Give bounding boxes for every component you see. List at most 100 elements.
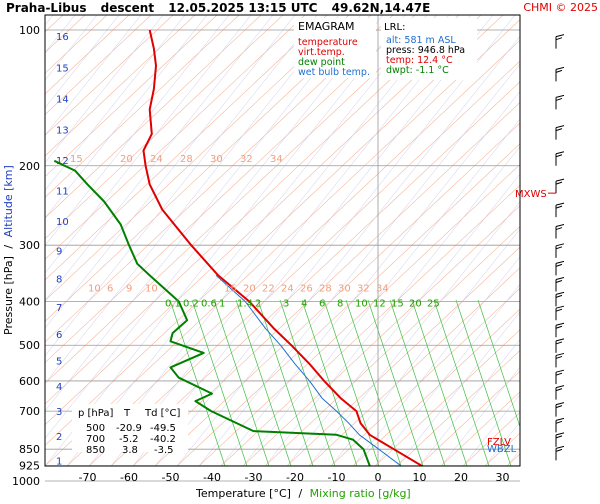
wind-barb-flag xyxy=(555,128,563,132)
lrl-press: press: 946.8 hPa xyxy=(386,45,465,56)
wind-barb-flag xyxy=(555,260,565,264)
dry-adiabat-line xyxy=(45,15,504,446)
table-cell: -49.5 xyxy=(150,423,176,434)
pressure-tick-label: 500 xyxy=(19,339,40,352)
pressure-tick-label: 300 xyxy=(19,239,40,252)
dry-adiabat-line xyxy=(45,15,482,426)
pressure-tick-label: 1000 xyxy=(12,475,40,488)
wind-barb-flag xyxy=(555,34,565,38)
wind-barb-flag xyxy=(555,369,565,373)
isotherm-line xyxy=(374,283,520,466)
mixing-ratio-line xyxy=(257,299,314,466)
wind-barb-flag xyxy=(555,448,563,452)
sounding-mode: descent xyxy=(101,1,155,15)
pressure-tick-label: 850 xyxy=(19,443,40,456)
theta-label: 6 xyxy=(107,283,113,294)
dry-adiabat-line xyxy=(242,205,520,466)
dry-adiabat-line xyxy=(45,19,520,466)
isotherm-line xyxy=(330,228,520,466)
isotherm-line xyxy=(45,15,230,246)
wind-barb-flag xyxy=(555,402,565,406)
mixing-ratio-label: 15 xyxy=(391,298,404,309)
wind-barb-flag xyxy=(555,417,565,421)
mixing-ratio-label: 2 xyxy=(255,298,261,309)
dry-adiabat-line xyxy=(45,15,196,157)
isotherm-line xyxy=(45,15,384,439)
x-axis-temp-label: Temperature [°C] xyxy=(195,487,291,500)
wind-barb-flag xyxy=(555,294,563,298)
y-axis-pressure-label: Pressure [hPa] xyxy=(2,256,15,335)
isotherm-line xyxy=(418,339,520,466)
legend-item-virt-temp: virt.temp. xyxy=(298,47,345,58)
dry-adiabat-line xyxy=(45,15,152,116)
altitude-tick-label: 11 xyxy=(56,187,69,198)
dry-adiabat-line xyxy=(45,15,328,281)
dry-adiabat-line xyxy=(45,15,306,260)
dry-adiabat-line xyxy=(418,370,520,466)
wind-barb-flag xyxy=(555,202,565,206)
wind-barb-flag xyxy=(555,37,563,41)
temperature-tick-label: -30 xyxy=(245,471,263,484)
altitude-tick-label: 12 xyxy=(56,156,69,167)
altitude-tick-label: 8 xyxy=(56,275,62,286)
guide-lines xyxy=(45,15,600,466)
lrl-box xyxy=(381,18,477,80)
pressure-tick-label: 600 xyxy=(19,375,40,388)
mxws-label: MXWS xyxy=(515,189,547,200)
mixing-ratio-label: 0.6 xyxy=(201,298,217,309)
mixing-ratio-label: 8 xyxy=(337,298,343,309)
temperature-tick-label: -70 xyxy=(79,471,97,484)
wind-barb-flag xyxy=(555,227,563,231)
y-axis-label: Pressure [hPa] / Altitude [km] xyxy=(2,165,15,335)
dry-adiabat-line xyxy=(176,143,520,466)
isotherm-line xyxy=(551,15,600,466)
sounding-datetime: 12.05.2025 13:15 UTC xyxy=(168,1,317,15)
pressure-tick-label: 200 xyxy=(19,160,40,173)
isotherm-line xyxy=(45,15,252,274)
pressure-tick-label: 700 xyxy=(19,405,40,418)
wbzl-label: WBZL xyxy=(487,444,517,455)
wind-barb-flag xyxy=(555,291,565,295)
y-axis-altitude-label: Altitude [km] xyxy=(2,165,15,237)
dry-adiabat-line xyxy=(132,101,520,466)
wind-barb-flag xyxy=(555,385,565,389)
dry-adiabat-line xyxy=(45,15,240,198)
isotherm-line xyxy=(132,15,494,466)
dry-adiabat-line xyxy=(308,267,520,466)
station-name: Praha-Libus xyxy=(6,1,86,15)
table-cell: -20.9 xyxy=(116,423,142,434)
table-header-t: T xyxy=(123,408,131,419)
dry-adiabat-line xyxy=(352,308,520,466)
isotherm-line xyxy=(66,15,428,466)
mixing-ratio-line xyxy=(235,299,292,466)
mixing-ratio-label: 0.1 xyxy=(165,298,181,309)
isotherm-line xyxy=(45,15,98,81)
isotherm-line xyxy=(308,201,520,466)
wind-barb-flag xyxy=(555,355,563,359)
copyright-label: CHMI © 2025 xyxy=(523,1,598,14)
wind-barbs xyxy=(555,34,565,461)
wind-barb-flag xyxy=(555,308,563,312)
legend-title: EMAGRAM xyxy=(298,20,355,33)
table-header-td: Td [°C] xyxy=(144,408,181,419)
theta-label: 34 xyxy=(376,283,389,294)
mixing-ratio-line xyxy=(345,299,402,466)
mixing-ratio-label: 25 xyxy=(427,298,440,309)
station-coords: 49.62N,14.47E xyxy=(332,1,431,15)
temperature-tick-label: 0 xyxy=(375,471,382,484)
temperature-tick-label: -60 xyxy=(120,471,138,484)
altitude-tick-label: 10 xyxy=(56,217,69,228)
wind-barb-flag xyxy=(555,325,563,329)
dry-adiabat-line xyxy=(45,15,460,405)
theta-label: 28 xyxy=(319,283,332,294)
isotherm-line xyxy=(176,35,520,466)
altitude-tick-label: 6 xyxy=(56,330,62,341)
altitude-tick-label: 4 xyxy=(56,382,62,393)
isotherm-line xyxy=(45,15,142,136)
legend-item-dew-point: dew point xyxy=(298,57,345,68)
wind-barb-flag xyxy=(555,276,565,280)
isotherm-line xyxy=(45,15,274,302)
theta-label: 15 xyxy=(70,154,83,165)
temperature-tick-label: 20 xyxy=(454,471,468,484)
